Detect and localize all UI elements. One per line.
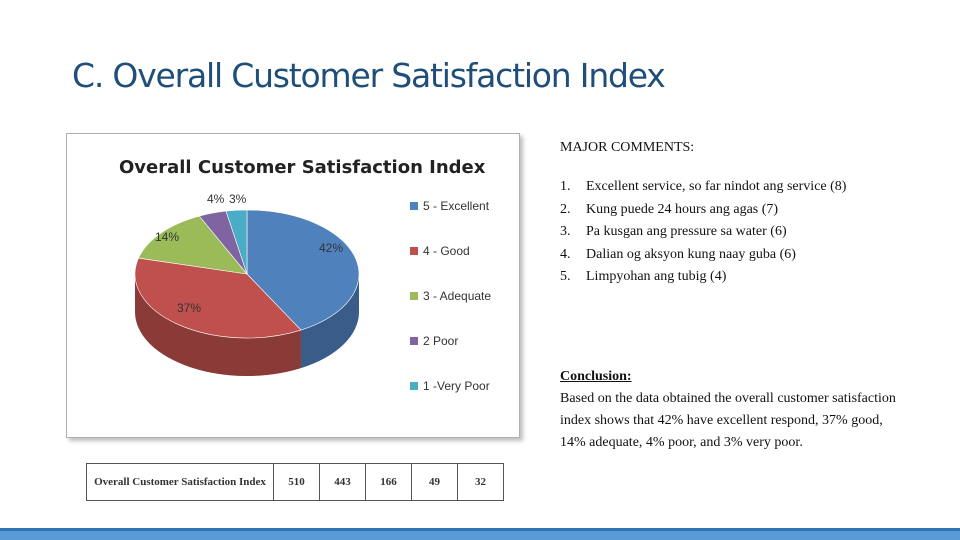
pie-chart: Overall Customer Satisfaction Index 42% 3… — [119, 157, 491, 393]
list-item: 2. Kung puede 24 hours ang agas (7) — [560, 201, 779, 217]
slide-title: C. Overall Customer Satisfaction Index — [72, 56, 666, 95]
comment-text: Kung puede 24 hours ang agas (7) — [586, 201, 779, 217]
legend-swatch — [410, 247, 418, 255]
legend-swatch — [410, 382, 418, 390]
list-item: 5. Limpyohan ang tubig (4) — [560, 269, 727, 284]
comment-text: Excellent service, so far nindot ang ser… — [586, 179, 847, 194]
data-label: 14% — [155, 230, 179, 244]
pie-slice-side — [135, 274, 301, 376]
conclusion-heading: Conclusion: — [560, 369, 632, 384]
legend-swatch — [410, 202, 418, 210]
pie-slice — [225, 209, 248, 275]
legend-swatch — [410, 292, 418, 300]
pie-slice — [134, 257, 302, 339]
footer-bar — [0, 528, 960, 540]
table-cell: 510 — [273, 463, 320, 501]
legend-entry: 1 -Very Poor — [423, 379, 490, 393]
table-row-label: Overall Customer Satisfaction Index — [86, 463, 274, 501]
list-item: 1. Excellent service, so far nindot ang s… — [560, 179, 847, 194]
legend-entry: 5 - Excellent — [423, 199, 490, 213]
table-row: Overall Customer Satisfaction Index 510 … — [86, 463, 504, 501]
list-item: 3. Pa kusgan ang pressure sa water (6) — [560, 224, 787, 239]
data-label: 37% — [177, 301, 201, 315]
conclusion: Conclusion: Based on the data obtained t… — [560, 366, 900, 454]
comment-text: Pa kusgan ang pressure sa water (6) — [586, 224, 787, 239]
legend-swatch — [410, 337, 418, 345]
comment-text: Limpyohan ang tubig (4) — [586, 269, 727, 284]
data-label: 4% — [207, 192, 225, 206]
table-cell: 166 — [365, 463, 412, 501]
comments-list: 1. Excellent service, so far nindot ang s… — [560, 176, 846, 289]
comments-title: MAJOR COMMENTS: — [560, 140, 695, 155]
legend-entry: 3 - Adequate — [423, 289, 491, 303]
legend-entry: 4 - Good — [423, 244, 470, 258]
chart-title: Overall Customer Satisfaction Index — [119, 157, 486, 178]
pie-slice-side — [300, 274, 359, 369]
major-comments: MAJOR COMMENTS: 1. Excellent service, so … — [560, 140, 846, 289]
data-label: 3% — [229, 192, 247, 206]
conclusion-text: Based on the data obtained the overall c… — [560, 391, 896, 450]
comment-text: Dalian og aksyon kung naay guba (6) — [586, 246, 796, 262]
table-cell: 49 — [411, 463, 458, 501]
pie-slice — [246, 209, 360, 331]
data-table: Overall Customer Satisfaction Index 510 … — [86, 463, 504, 501]
data-label: 42% — [319, 241, 343, 255]
pie-slice — [138, 215, 248, 275]
legend-entry: 2 Poor — [423, 334, 458, 348]
list-item: 4. Dalian og aksyon kung naay guba (6) — [560, 246, 796, 262]
table-cell: 443 — [319, 463, 366, 501]
table-cell: 32 — [457, 463, 504, 501]
pie-chart-panel: Overall Customer Satisfaction Index 42% 3… — [66, 133, 520, 438]
